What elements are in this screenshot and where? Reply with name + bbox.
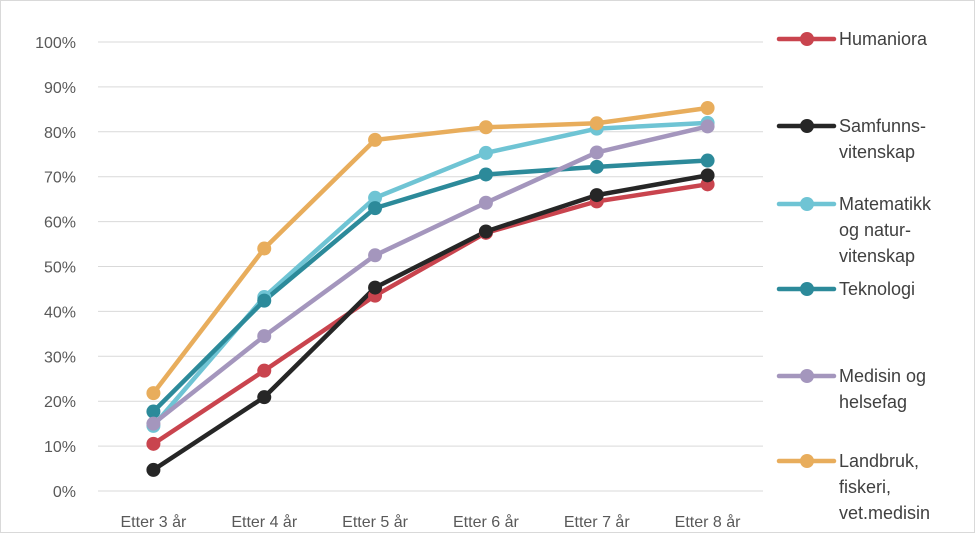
legend: Humaniora Samfunns-vitenskap Matematikk og … <box>776 29 932 523</box>
legend-item: Teknologi <box>776 279 915 299</box>
data-point <box>478 224 493 239</box>
legend-item: Matematikk og natur-vitenskap <box>776 194 932 266</box>
legend-label: fiskeri, <box>839 477 891 497</box>
data-point <box>146 416 161 431</box>
legend-label: vet.medisin <box>839 503 930 523</box>
legend-swatch-marker <box>800 454 814 468</box>
legend-item: Humaniora <box>776 29 928 49</box>
series-line <box>151 173 710 473</box>
data-point <box>146 436 161 451</box>
legend-label: og natur- <box>839 220 911 240</box>
y-tick-label: 70% <box>44 170 76 187</box>
data-point <box>478 145 493 160</box>
series-line <box>151 158 710 414</box>
data-point <box>146 404 161 419</box>
x-tick-label: Etter 3 år <box>121 513 187 531</box>
data-point <box>589 116 604 131</box>
legend-swatch-marker <box>800 119 814 133</box>
series-lines <box>151 105 710 473</box>
data-point <box>257 329 272 344</box>
data-point <box>589 159 604 174</box>
data-point <box>368 280 383 295</box>
legend-item: Samfunns-vitenskap <box>776 116 926 162</box>
data-point <box>368 132 383 147</box>
legend-label: vitenskap <box>839 142 915 162</box>
data-point <box>368 190 383 205</box>
legend-label: Landbruk, <box>839 451 919 471</box>
legend-label: Matematikk <box>839 194 932 214</box>
y-tick-label: 40% <box>44 304 76 321</box>
data-point <box>478 167 493 182</box>
x-axis-ticks: Etter 3 år Etter 4 år Etter 5 år Etter 6 år… <box>121 513 742 531</box>
legend-label: Teknologi <box>839 279 915 299</box>
y-tick-label: 10% <box>44 439 76 456</box>
legend-swatch-marker <box>800 197 814 211</box>
data-point <box>589 188 604 203</box>
data-point <box>257 363 272 378</box>
data-point <box>257 241 272 256</box>
x-tick-label: Etter 6 år <box>453 513 519 531</box>
data-point <box>146 462 161 477</box>
data-point <box>700 153 715 168</box>
y-tick-label: 60% <box>44 215 76 232</box>
y-axis-ticks: 0% 10% 20% 30% 40% 50% 60% 70% 80% 90% 100% <box>35 35 76 501</box>
data-point <box>368 248 383 263</box>
y-tick-label: 100% <box>35 35 76 52</box>
legend-label: helsefag <box>839 392 907 412</box>
y-tick-label: 20% <box>44 394 76 411</box>
data-point <box>257 390 272 405</box>
series-line <box>151 105 710 396</box>
y-tick-label: 30% <box>44 349 76 366</box>
data-point <box>368 201 383 216</box>
series-line <box>151 124 710 426</box>
y-tick-label: 90% <box>44 80 76 97</box>
y-tick-label: 80% <box>44 125 76 142</box>
y-tick-label: 50% <box>44 260 76 277</box>
data-point <box>478 195 493 210</box>
legend-swatch-marker <box>800 32 814 46</box>
series-points <box>146 101 715 477</box>
data-point <box>700 101 715 116</box>
legend-item: Medisin og helsefag <box>776 366 926 412</box>
legend-label: vitenskap <box>839 246 915 266</box>
data-point <box>146 386 161 401</box>
data-point <box>589 145 604 160</box>
y-tick-label: 0% <box>53 484 76 501</box>
x-tick-label: Etter 7 år <box>564 513 630 531</box>
legend-label: Humaniora <box>839 29 928 49</box>
legend-item: Landbruk, fiskeri, vet.medisin <box>776 451 930 523</box>
x-tick-label: Etter 5 år <box>342 513 408 531</box>
data-point <box>700 119 715 134</box>
series-line <box>151 120 710 429</box>
series-line <box>151 182 710 447</box>
x-tick-label: Etter 8 år <box>675 513 741 531</box>
legend-label: Medisin og <box>839 366 926 386</box>
data-point <box>257 293 272 308</box>
x-tick-label: Etter 4 år <box>231 513 297 531</box>
data-point <box>478 120 493 135</box>
legend-label: Samfunns- <box>839 116 926 136</box>
legend-swatch-marker <box>800 369 814 383</box>
legend-swatch-marker <box>800 282 814 296</box>
data-point <box>700 168 715 183</box>
